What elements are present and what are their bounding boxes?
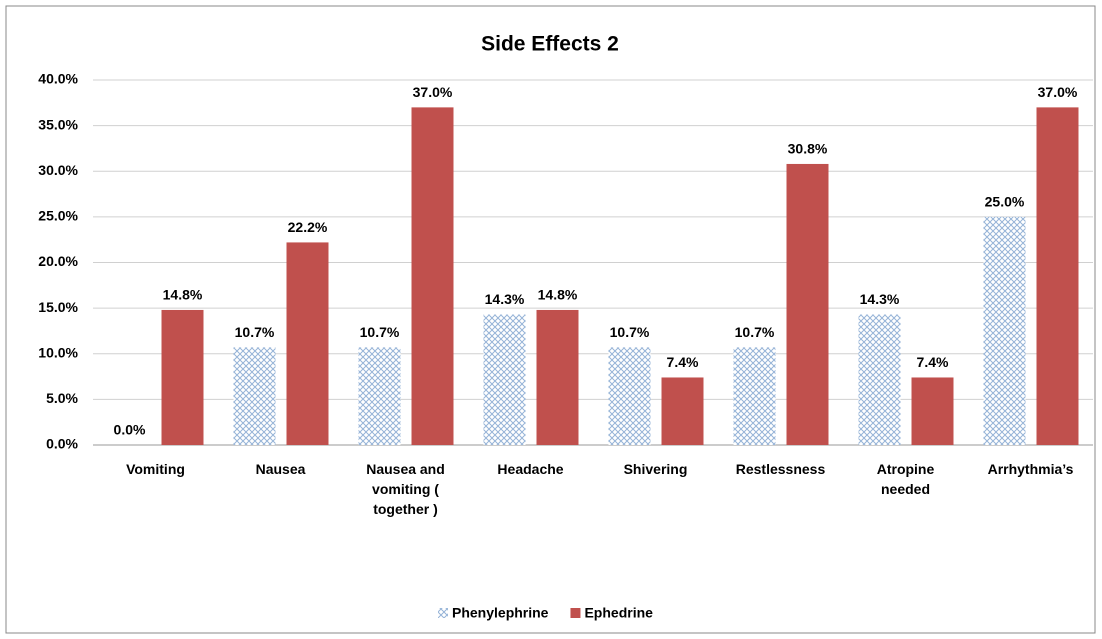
bar: [1036, 107, 1079, 445]
x-tick-label: Nausea and vomiting ( together ): [366, 461, 445, 517]
x-tick-label: Nausea: [255, 461, 306, 477]
bar: [536, 309, 579, 445]
x-tick-label: Vomiting: [126, 461, 185, 477]
data-label: 10.7%: [235, 324, 275, 340]
bar: [786, 163, 829, 445]
y-tick-label: 40.0%: [38, 71, 78, 87]
data-label: 7.4%: [917, 354, 949, 370]
bar: [911, 377, 954, 445]
bar: [608, 347, 651, 445]
data-label: 10.7%: [610, 324, 650, 340]
y-tick-label: 5.0%: [46, 390, 78, 406]
y-tick-label: 35.0%: [38, 116, 78, 132]
bar: [161, 309, 204, 445]
bar: [858, 314, 901, 445]
bar: [233, 347, 276, 445]
data-label: 14.8%: [538, 287, 578, 303]
y-tick-label: 20.0%: [38, 253, 78, 269]
chart-title: Side Effects 2: [481, 33, 619, 56]
y-tick-label: 0.0%: [46, 436, 78, 452]
data-label: 14.3%: [860, 291, 900, 307]
bar: [286, 242, 329, 445]
data-label: 37.0%: [1038, 84, 1078, 100]
data-label: 7.4%: [667, 354, 699, 370]
bar: [661, 377, 704, 445]
bar: [483, 314, 526, 445]
data-label: 14.8%: [163, 287, 203, 303]
x-tick-label: Headache: [497, 461, 564, 477]
legend-label: Phenylephrine: [452, 605, 549, 621]
data-label: 37.0%: [413, 84, 453, 100]
y-tick-label: 10.0%: [38, 344, 78, 360]
data-label: 22.2%: [288, 219, 328, 235]
bar: [358, 347, 401, 445]
data-label: 30.8%: [788, 141, 828, 157]
x-tick-label: Restlessness: [735, 461, 826, 477]
data-label: 14.3%: [485, 291, 525, 307]
y-tick-label: 25.0%: [38, 208, 78, 224]
data-label: 10.7%: [735, 324, 775, 340]
legend-label: Ephedrine: [584, 605, 653, 621]
x-tick-label: Arrhythmia’s: [987, 461, 1074, 477]
y-tick-label: 30.0%: [38, 162, 78, 178]
legend-swatch: [570, 608, 581, 618]
bar: [411, 107, 454, 445]
x-tick-label: Shivering: [623, 461, 688, 477]
y-tick-label: 15.0%: [38, 299, 78, 315]
data-label: 25.0%: [985, 194, 1025, 210]
legend-swatch: [438, 608, 448, 618]
bar: [983, 216, 1026, 445]
data-label: 0.0%: [114, 422, 146, 438]
data-label: 10.7%: [360, 324, 400, 340]
bar: [733, 347, 776, 445]
x-tick-label: Atropine needed: [876, 461, 935, 497]
